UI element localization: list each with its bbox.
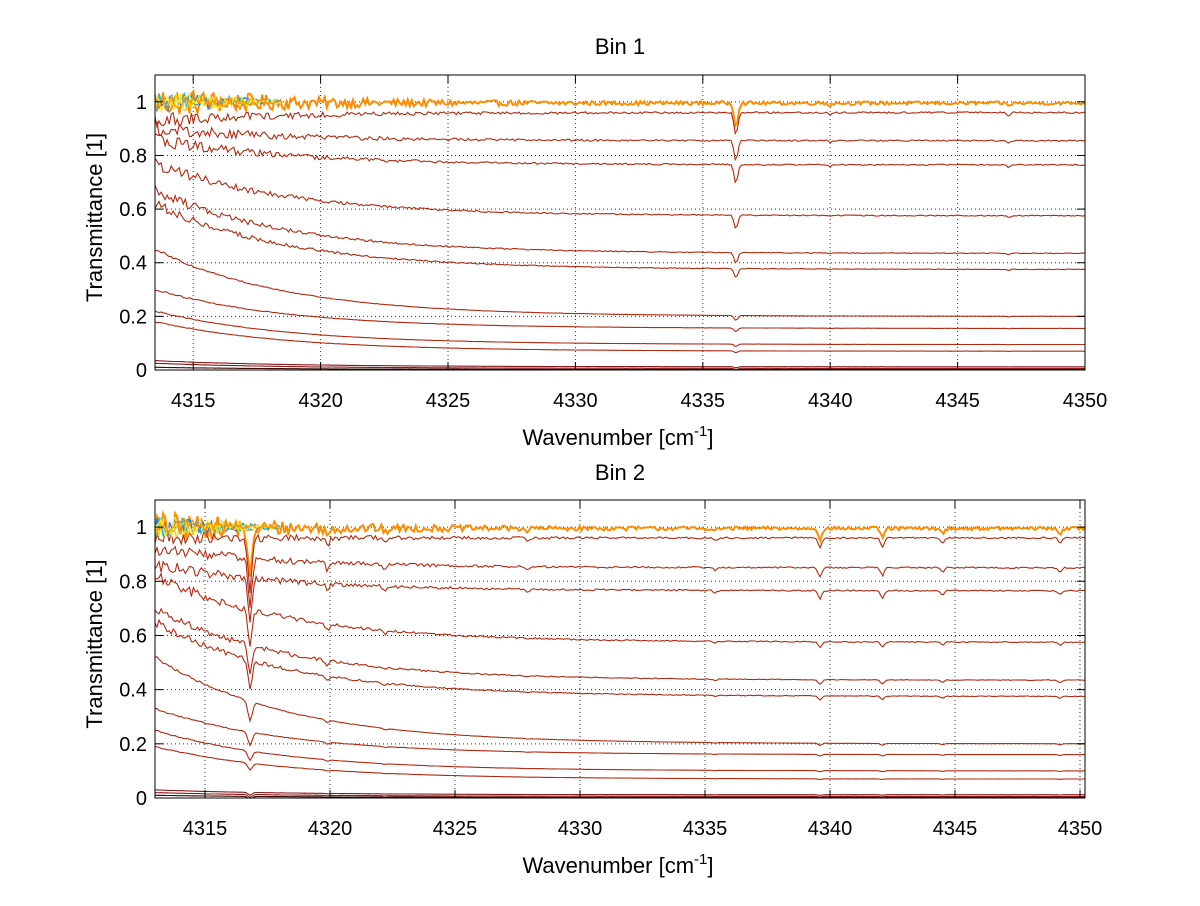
- x-tick-label: 4315: [183, 818, 228, 840]
- series-line: [155, 794, 1085, 798]
- subplot-1: Bin 1 4315 4320 4325 4330 4335 4340 4345 4350 0 0.…: [82, 34, 1107, 450]
- y-tick-label: 0.2: [119, 734, 147, 756]
- series-line: [155, 360, 1085, 369]
- series-line: [155, 545, 1085, 608]
- chart-title: Bin 1: [595, 34, 645, 59]
- x-axis-label: Wavenumber [cm-1]: [522, 423, 713, 450]
- x-tick-label: 4335: [681, 390, 726, 412]
- series-line: [155, 184, 1085, 264]
- grid: [155, 75, 1086, 371]
- series-line: [155, 120, 1085, 162]
- series-line: [155, 110, 1085, 136]
- x-tick-label: 4345: [935, 390, 980, 412]
- y-tick-label: 0.6: [119, 199, 147, 221]
- y-tick-label: 1: [136, 517, 147, 539]
- y-tick-label: 0.6: [119, 625, 147, 647]
- series-line: [155, 559, 1085, 623]
- x-tick-label: 4345: [933, 818, 978, 840]
- series-line: [155, 618, 1085, 701]
- y-axis-label: Transmittance [1]: [82, 133, 107, 302]
- series-line: [155, 729, 1085, 773]
- subplot-2: Bin 2 4315 4320 4325 4330 4335 4340 4345 4350 0 0.…: [82, 460, 1102, 878]
- x-tick-label: 4335: [683, 818, 728, 840]
- y-tick-label: 0.8: [119, 571, 147, 593]
- series-line: [155, 310, 1085, 347]
- y-tick-label: 0: [136, 360, 147, 382]
- series-line: [155, 791, 1085, 798]
- series-line: [155, 133, 1085, 184]
- y-tick-label: 0.2: [119, 306, 147, 328]
- series-line: [155, 571, 1085, 649]
- x-tick-label: 4340: [808, 390, 853, 412]
- x-tick-label: 4320: [308, 818, 353, 840]
- unity-series-line: [155, 516, 281, 536]
- series-line: [155, 509, 1085, 577]
- series-group: [155, 88, 1085, 370]
- x-tick-label: 4320: [298, 390, 343, 412]
- series-line: [155, 656, 1085, 747]
- series-line: [155, 607, 1085, 685]
- series-line: [155, 157, 1085, 229]
- x-tick-label: 4340: [808, 818, 853, 840]
- series-line: [155, 200, 1085, 278]
- y-axis-label: Transmittance [1]: [82, 559, 107, 728]
- y-tick-label: 0.8: [119, 145, 147, 167]
- series-line: [155, 321, 1085, 354]
- chart-title: Bin 2: [595, 460, 645, 485]
- axes-box: [154, 74, 1086, 371]
- x-tick-label: 4325: [433, 818, 478, 840]
- series-line: [155, 745, 1085, 781]
- series-line: [155, 707, 1085, 757]
- series-line: [155, 362, 1085, 370]
- series-line: [155, 88, 1085, 129]
- x-tick-label: 4315: [171, 390, 216, 412]
- series-line: [155, 289, 1085, 333]
- x-tick-label: 4350: [1063, 390, 1108, 412]
- series-line: [155, 531, 1085, 593]
- axes-box: [154, 499, 1086, 799]
- series-line: [155, 250, 1085, 321]
- x-tick-label: 4330: [553, 390, 598, 412]
- series-line: [155, 789, 1085, 796]
- unity-series-line: [155, 93, 283, 111]
- x-tick-label: 4325: [426, 390, 471, 412]
- y-tick-label: 0: [136, 788, 147, 810]
- y-tick-label: 0.4: [119, 680, 147, 702]
- x-tick-label: 4350: [1058, 818, 1103, 840]
- series-group: [155, 509, 1085, 798]
- x-axis-label: Wavenumber [cm-1]: [522, 851, 713, 878]
- y-tick-label: 1: [136, 92, 147, 114]
- unity-series-line: [155, 516, 281, 538]
- y-tick-label: 0.4: [119, 253, 147, 275]
- x-tick-label: 4330: [558, 818, 603, 840]
